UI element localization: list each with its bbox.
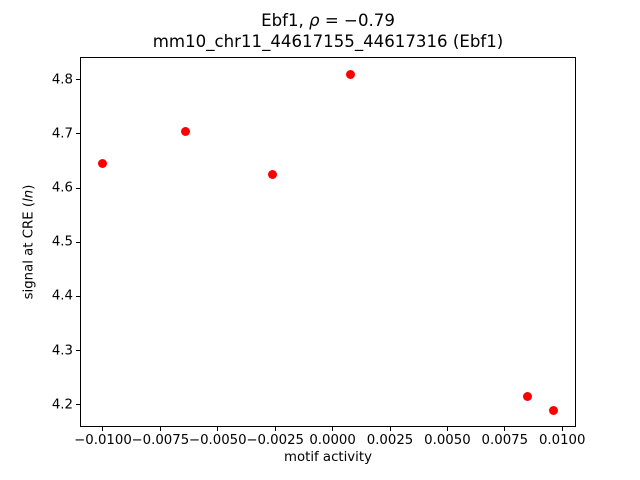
title-rho-value: = −0.79	[319, 11, 395, 30]
x-axis-tick-label: −0.0050	[188, 433, 247, 448]
plot-area	[80, 57, 576, 427]
y-axis-label-text: signal at CRE (	[21, 201, 37, 300]
y-axis-tick-label: 4.2	[51, 397, 73, 413]
x-axis-tick-label: −0.0075	[131, 433, 190, 448]
y-axis-tick	[76, 241, 80, 243]
x-axis-tick-label: 0.0075	[481, 433, 529, 448]
scatter-data-point	[346, 69, 356, 79]
y-axis-tick	[76, 133, 80, 135]
x-axis-tick-label: 0.0025	[366, 433, 414, 448]
x-axis-tick	[332, 427, 334, 431]
x-axis-tick	[446, 427, 448, 431]
x-axis-tick	[389, 427, 391, 431]
x-axis-tick-label: 0.0050	[424, 433, 471, 448]
x-axis-tick-label: −0.0025	[246, 433, 305, 448]
scatter-data-point	[181, 126, 191, 136]
x-axis-tick	[274, 427, 276, 431]
y-axis-tick-label: 4.8	[51, 72, 73, 88]
y-axis-tick	[76, 350, 80, 352]
x-axis-tick-label: −0.0100	[74, 433, 132, 448]
y-axis-tick	[76, 187, 80, 189]
scatter-data-point	[548, 405, 558, 415]
y-axis-tick-label: 4.6	[51, 180, 73, 196]
scatter-data-point	[523, 392, 533, 402]
scatter-data-point	[268, 170, 278, 180]
x-axis-tick	[217, 427, 219, 431]
y-axis-tick	[76, 404, 80, 406]
y-axis-tick	[76, 79, 80, 81]
chart-title-line-2: mm10_chr11_44617155_44617316 (Ebf1)	[152, 31, 504, 51]
x-axis-tick	[159, 427, 161, 431]
y-axis-tick-label: 4.7	[51, 126, 73, 142]
x-axis-tick-label: 0.0000	[309, 433, 356, 448]
x-axis-tick	[504, 427, 506, 431]
x-axis-tick	[102, 427, 104, 431]
x-axis-label: motif activity	[284, 450, 372, 465]
title-rho-symbol: ρ	[309, 11, 320, 30]
x-axis-tick-label: 0.0100	[538, 433, 586, 448]
y-axis-tick-label: 4.4	[51, 288, 73, 304]
y-axis-tick-label: 4.3	[51, 343, 73, 359]
y-axis-tick-label: 4.5	[51, 234, 73, 250]
x-axis-tick	[561, 427, 563, 431]
chart-title: Ebf1, ρ = −0.79 mm10_chr11_44617155_4461…	[80, 11, 576, 52]
y-axis-tick	[76, 295, 80, 297]
chart-title-line-1: Ebf1, ρ = −0.79	[80, 11, 576, 32]
title-gene-label: Ebf1,	[261, 11, 310, 30]
scatter-data-point	[98, 159, 108, 169]
